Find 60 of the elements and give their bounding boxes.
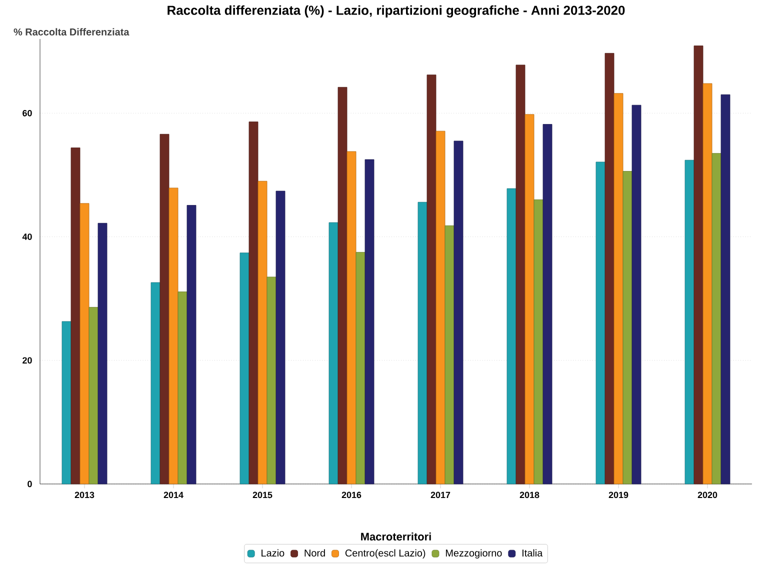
bar (702, 83, 712, 484)
bar (240, 252, 250, 484)
y-tick-label: 60 (22, 110, 32, 116)
bar (684, 160, 694, 484)
y-axis-title: % Raccolta Differenziata (14, 28, 130, 36)
bar (622, 171, 632, 484)
bar (70, 148, 80, 484)
x-tick-label: 2013 (74, 492, 94, 498)
bar (168, 188, 178, 484)
x-tick-label: 2016 (342, 492, 362, 498)
bar (720, 94, 730, 484)
bar (338, 87, 348, 484)
bar (62, 321, 72, 484)
bar (88, 307, 98, 484)
bar (364, 159, 374, 484)
bar (604, 53, 614, 484)
bar (418, 202, 428, 484)
legend-label: Nord (304, 549, 325, 557)
x-tick-label: 2015 (252, 492, 272, 498)
bar (178, 292, 188, 484)
bar (516, 64, 526, 484)
bar (534, 199, 544, 484)
bar (160, 134, 170, 484)
bar (150, 282, 160, 484)
legend-label: Centro(escl Lazio) (345, 549, 426, 559)
bar (632, 104, 642, 484)
bar (524, 114, 534, 484)
bar (614, 93, 624, 484)
bar (80, 203, 90, 484)
bar (328, 222, 338, 484)
bar (346, 151, 356, 484)
x-tick-label: 2018 (520, 492, 540, 498)
bar (186, 205, 196, 484)
y-tick-label: 40 (22, 234, 32, 240)
bar (444, 225, 454, 484)
bar (276, 190, 286, 484)
bar (436, 130, 446, 484)
chart-title: Raccolta differenziata (%) - Lazio, ripartizioni geografiche - Anni 2013-2020 (168, 5, 625, 18)
legend-label: Italia (522, 549, 543, 557)
bar (426, 74, 436, 484)
bar (248, 122, 258, 484)
bar (356, 252, 366, 484)
bar (98, 222, 108, 484)
bar (506, 188, 516, 484)
y-tick-label: 20 (22, 357, 32, 364)
x-tick-label: 2014 (164, 492, 184, 498)
bar (694, 46, 704, 484)
bar (258, 180, 268, 484)
bar (266, 276, 276, 484)
x-tick-label: 2017 (430, 492, 450, 498)
bar (542, 124, 552, 484)
legend-label: Mezzogiorno (446, 549, 502, 559)
bar (596, 162, 606, 484)
legend-title: Macroterritori (361, 532, 431, 541)
bar (454, 140, 464, 484)
x-tick-label: 2020 (698, 492, 718, 498)
y-tick-label: 0 (28, 480, 32, 488)
legend-label: Lazio (262, 549, 284, 557)
bar (712, 153, 722, 484)
x-tick-label: 2019 (608, 492, 628, 498)
